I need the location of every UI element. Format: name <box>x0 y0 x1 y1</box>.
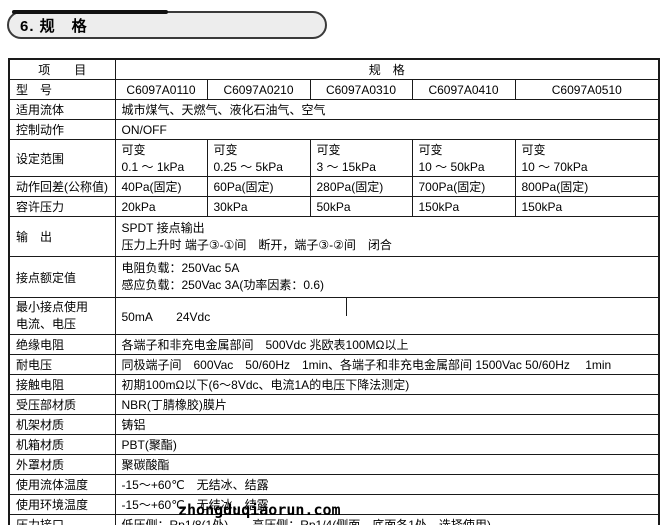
row-value: PBT(聚酯) <box>114 434 660 455</box>
row-value: 50mA 24Vdc <box>114 297 660 335</box>
row-value: ON/OFF <box>114 119 660 140</box>
contact-rating-cell: 电阻负载：250Vac 5A 感应负载：250Vac 3A(功率因素：0.6) <box>114 256 660 298</box>
table-row-hysteresis: 动作回差(公称值) 40Pa(固定) 60Pa(固定) 280Pa(固定) 70… <box>8 176 660 197</box>
range-variable: 可变 <box>121 143 146 157</box>
range-variable: 可变 <box>316 143 341 157</box>
range-cell: 可变 0.1 ～ 1kPa <box>114 139 208 177</box>
title-accent-bar <box>12 10 168 14</box>
row-value: 聚碳酸酯 <box>114 454 660 475</box>
contact-rating-line2: 感应负载：250Vac 3A(功率因素：0.6) <box>121 278 325 292</box>
table-row-insulation: 绝缘电阻 各端子和非充电金属部间 500Vdc 兆欧表100MΩ以上 <box>8 334 660 355</box>
section-title: 6. 规 格 <box>7 11 327 39</box>
model-cell: C6097A0210 <box>206 79 311 100</box>
range-value: 10 ～ 70kPa <box>521 160 588 174</box>
row-label: 适用流体 <box>8 99 116 120</box>
max-pressure-cell: 50kPa <box>309 196 413 217</box>
table-row-min-contact: 最小接点使用 电流、电压 50mA 24Vdc <box>8 297 660 335</box>
hysteresis-cell: 280Pa(固定) <box>309 176 413 197</box>
row-label-line2: 电流、电压 <box>16 317 77 331</box>
range-variable: 可变 <box>418 143 443 157</box>
row-label: 耐电压 <box>8 354 116 375</box>
output-line2: 压力上升时 端子③-①间 断开，端子③-②间 闭合 <box>121 237 392 252</box>
row-label: 接触电阻 <box>8 374 116 395</box>
contact-resistance-divider <box>346 298 347 316</box>
range-variable: 可变 <box>521 143 546 157</box>
table-header-row: 项 目 规 格 <box>8 58 660 80</box>
row-label: 使用流体温度 <box>8 474 116 495</box>
spec-table: 项 目 规 格 型 号 C6097A0110 C6097A0210 C6097A… <box>8 58 661 525</box>
output-cell: SPDT 接点输出 压力上升时 端子③-①间 断开，端子③-②间 闭合 <box>114 216 660 257</box>
table-row-fluid: 适用流体 城市煤气、天燃气、液化石油气、空气 <box>8 99 660 120</box>
row-label: 机箱材质 <box>8 434 116 455</box>
row-value: 初期100mΩ以下(6～8Vdc、电流1A的电压下降法测定) <box>114 374 660 395</box>
table-row-control: 控制动作 ON/OFF <box>8 119 660 140</box>
row-label: 最小接点使用 电流、电压 <box>8 297 116 335</box>
table-row-frame: 机架材质 铸铝 <box>8 414 660 435</box>
row-value: 铸铝 <box>114 414 660 435</box>
row-label: 机架材质 <box>8 414 116 435</box>
table-row-range: 设定范围 可变 0.1 ～ 1kPa 可变 0.25 ～ 5kPa 可变 3 ～… <box>8 139 660 177</box>
max-pressure-cell: 150kPa <box>514 196 660 217</box>
table-row-contact-rating: 接点额定值 电阻负载：250Vac 5A 感应负载：250Vac 3A(功率因素… <box>8 256 660 298</box>
row-label-line1: 最小接点使用 <box>16 300 89 314</box>
row-value: NBR(丁腈橡胶)膜片 <box>114 394 660 415</box>
row-value: 各端子和非充电金属部间 500Vdc 兆欧表100MΩ以上 <box>114 334 660 355</box>
max-pressure-cell: 30kPa <box>206 196 311 217</box>
row-label: 绝缘电阻 <box>8 334 116 355</box>
row-label: 受压部材质 <box>8 394 116 415</box>
spec-table-wrap: 项 目 规 格 型 号 C6097A0110 C6097A0210 C6097A… <box>8 58 661 525</box>
row-label: 外罩材质 <box>8 454 116 475</box>
model-cell: C6097A0410 <box>411 79 516 100</box>
range-value: 10 ～ 50kPa <box>418 160 485 174</box>
table-row-pressure-port: 压力接口 低压侧：Rp1/8(1处) 高压侧：Rp1/4(侧面、底面各1处，选择… <box>8 514 660 525</box>
row-label: 接点额定值 <box>8 256 116 298</box>
row-value: 低压侧：Rp1/8(1处) 高压侧：Rp1/4(侧面、底面各1处，选择使用) <box>114 514 660 525</box>
range-cell: 可变 0.25 ～ 5kPa <box>206 139 311 177</box>
table-row-withstand: 耐电压 同极端子间 600Vac 50/60Hz 1min、各端子和非充电金属部… <box>8 354 660 375</box>
max-pressure-cell: 20kPa <box>114 196 208 217</box>
max-pressure-cell: 150kPa <box>411 196 516 217</box>
row-value: -15～+60℃ 无结冰、结露 <box>114 474 660 495</box>
hysteresis-cell: 60Pa(固定) <box>206 176 311 197</box>
range-cell: 可变 10 ～ 50kPa <box>411 139 516 177</box>
output-line1: SPDT 接点输出 <box>121 220 205 235</box>
model-cell: C6097A0310 <box>309 79 413 100</box>
range-value: 0.1 ～ 1kPa <box>121 160 185 174</box>
range-value: 0.25 ～ 5kPa <box>213 160 283 174</box>
row-label: 设定范围 <box>8 139 116 177</box>
model-cell: C6097A0510 <box>514 79 660 100</box>
row-label: 压力接口 <box>8 514 116 525</box>
range-cell: 可变 3 ～ 15kPa <box>309 139 413 177</box>
contact-rating-line1: 电阻负载：250Vac 5A <box>121 261 240 275</box>
table-row-cover: 外罩材质 聚碳酸酯 <box>8 454 660 475</box>
hysteresis-cell: 800Pa(固定) <box>514 176 660 197</box>
table-row-case: 机箱材质 PBT(聚酯) <box>8 434 660 455</box>
header-item-cell: 项 目 <box>8 58 116 80</box>
range-value: 3 ～ 15kPa <box>316 160 376 174</box>
section-title-text: 6. 规 格 <box>20 17 88 35</box>
table-row-model: 型 号 C6097A0110 C6097A0210 C6097A0310 C60… <box>8 79 660 100</box>
row-value: 同极端子间 600Vac 50/60Hz 1min、各端子和非充电金属部间 15… <box>114 354 660 375</box>
range-variable: 可变 <box>213 143 238 157</box>
row-value: 城市煤气、天燃气、液化石油气、空气 <box>114 99 660 120</box>
row-label: 使用环境温度 <box>8 494 116 515</box>
row-label: 容许压力 <box>8 196 116 217</box>
table-row-diaphragm: 受压部材质 NBR(丁腈橡胶)膜片 <box>8 394 660 415</box>
row-label: 动作回差(公称值) <box>8 176 116 197</box>
table-row-max-pressure: 容许压力 20kPa 30kPa 50kPa 150kPa 150kPa <box>8 196 660 217</box>
table-row-contact-resistance: 接触电阻 初期100mΩ以下(6～8Vdc、电流1A的电压下降法测定) <box>8 374 660 395</box>
header-spec-cell: 规 格 <box>114 58 660 80</box>
row-label: 输 出 <box>8 216 116 257</box>
table-row-fluid-temp: 使用流体温度 -15～+60℃ 无结冰、结露 <box>8 474 660 495</box>
hysteresis-cell: 700Pa(固定) <box>411 176 516 197</box>
model-cell: C6097A0110 <box>114 79 208 100</box>
row-label: 控制动作 <box>8 119 116 140</box>
watermark-text: zhongduqiaorun.com <box>178 501 341 519</box>
table-row-output: 输 出 SPDT 接点输出 压力上升时 端子③-①间 断开，端子③-②间 闭合 <box>8 216 660 257</box>
hysteresis-cell: 40Pa(固定) <box>114 176 208 197</box>
row-label: 型 号 <box>8 79 116 100</box>
range-cell: 可变 10 ～ 70kPa <box>514 139 660 177</box>
